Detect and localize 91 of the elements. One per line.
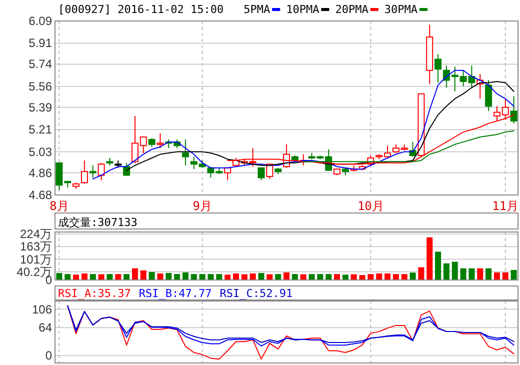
bar xyxy=(342,274,348,280)
bar xyxy=(284,272,290,280)
candlestick xyxy=(123,162,130,176)
bar xyxy=(166,273,172,280)
y-tick-label: 6.09 xyxy=(28,14,52,28)
bar xyxy=(224,274,231,280)
text: RSI_C:52.91 xyxy=(220,287,293,300)
bar xyxy=(190,274,197,280)
x-tick-label: 8月 xyxy=(50,199,69,213)
bar xyxy=(510,270,517,280)
bar xyxy=(292,274,298,280)
bar xyxy=(250,273,256,280)
y-tick-label: 106 xyxy=(32,302,52,316)
bar xyxy=(199,274,206,280)
y-tick-label: 224万 xyxy=(20,227,52,242)
bar xyxy=(418,267,424,280)
bar xyxy=(90,274,96,280)
y-tick-label: 5.56 xyxy=(28,79,52,94)
bar xyxy=(486,268,492,280)
bar xyxy=(494,272,500,280)
legend-label: 5PMA xyxy=(244,3,270,16)
y-tick-label: 4.68 xyxy=(28,188,52,202)
bar xyxy=(359,275,366,280)
bar xyxy=(477,268,484,280)
bar xyxy=(326,274,332,280)
bar xyxy=(334,274,340,280)
candlestick xyxy=(434,54,442,84)
y-tick-label: 0 xyxy=(45,348,52,363)
candlestick xyxy=(266,164,274,180)
bar xyxy=(317,274,324,280)
bar xyxy=(376,273,382,280)
y-tick-label: 101万 xyxy=(20,252,52,266)
y-tick-label: 5.21 xyxy=(28,122,52,137)
bar xyxy=(106,274,113,280)
bar xyxy=(435,252,442,280)
candlestick xyxy=(224,167,232,181)
y-tick-label: 64 xyxy=(38,320,52,335)
bar xyxy=(401,274,408,280)
bar xyxy=(460,268,466,280)
bar xyxy=(124,274,130,280)
series-label: RSI_B:47.77 xyxy=(138,287,212,300)
bar xyxy=(132,268,138,280)
bar xyxy=(73,274,80,280)
legend-label: 10PMA xyxy=(286,3,320,16)
bar xyxy=(174,274,180,280)
candlestick xyxy=(98,162,105,181)
bar xyxy=(216,274,222,280)
bar xyxy=(232,273,239,280)
candlestick xyxy=(156,132,164,149)
bar xyxy=(392,274,399,280)
legend-label: 20PMA xyxy=(335,3,369,16)
bar xyxy=(208,274,214,280)
candlestick xyxy=(182,138,189,166)
y-tick-label: 163万 xyxy=(20,240,52,254)
bar xyxy=(81,273,88,280)
bar xyxy=(64,274,71,280)
bar xyxy=(468,268,475,280)
bar xyxy=(115,274,122,280)
candlestick xyxy=(258,167,265,181)
candlestick xyxy=(485,80,492,112)
bar xyxy=(452,262,458,280)
bar xyxy=(157,273,164,280)
bar xyxy=(148,272,155,280)
x-tick-label: 10月 xyxy=(357,199,384,213)
y-tick-label: 5.39 xyxy=(28,100,52,114)
y-tick-label: 5.03 xyxy=(28,144,52,159)
bar xyxy=(258,273,264,280)
candlestick xyxy=(510,96,518,124)
chart-title: [000927] 2016-11-02 15:00 xyxy=(58,3,224,16)
bar xyxy=(384,273,391,280)
series-label: RSI_A:35.37 xyxy=(58,287,131,300)
bar xyxy=(308,274,315,280)
bar xyxy=(426,237,433,280)
bar xyxy=(502,272,508,280)
candlestick xyxy=(89,164,96,178)
text: 成交量:307133 xyxy=(58,216,138,229)
legend-label: 30PMA xyxy=(384,3,418,16)
bar xyxy=(443,263,450,280)
bar xyxy=(368,274,374,280)
y-tick-label: 5.74 xyxy=(28,57,52,72)
bar xyxy=(182,272,188,280)
line-series xyxy=(92,70,514,180)
bar xyxy=(56,273,62,280)
y-tick-label: 4.86 xyxy=(28,166,52,180)
bar xyxy=(410,272,416,280)
x-tick-label: 9月 xyxy=(192,199,212,213)
bar xyxy=(275,274,282,280)
x-tick-label: 11月 xyxy=(492,199,519,213)
y-tick-label: 5.91 xyxy=(28,36,52,50)
candlestick xyxy=(80,160,88,184)
bar xyxy=(140,270,146,280)
